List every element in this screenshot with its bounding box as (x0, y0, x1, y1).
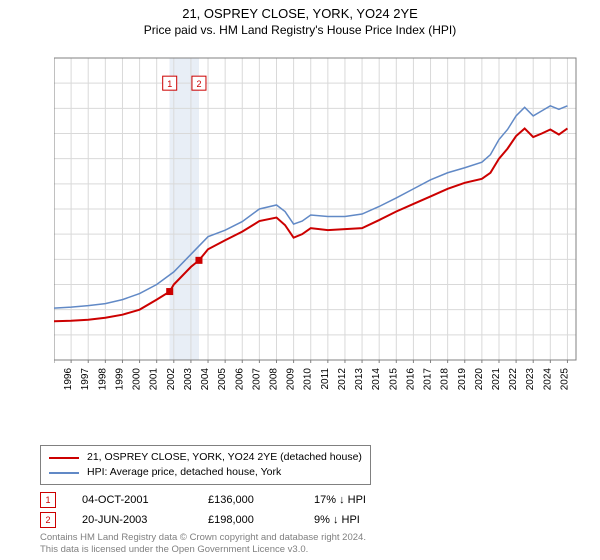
svg-text:2005: 2005 (217, 368, 228, 391)
svg-text:2013: 2013 (354, 368, 365, 391)
svg-text:2015: 2015 (388, 368, 399, 391)
legend-item: HPI: Average price, detached house, York (49, 465, 362, 480)
svg-text:2021: 2021 (491, 368, 502, 391)
svg-text:2010: 2010 (303, 368, 314, 391)
data-point-table: 1 04-OCT-2001 £136,000 17% ↓ HPI 2 20-JUN-200… (40, 490, 366, 530)
svg-text:2000: 2000 (132, 368, 143, 391)
chart-title: 21, OSPREY CLOSE, YORK, YO24 2YE (0, 0, 600, 21)
svg-text:2006: 2006 (234, 368, 245, 391)
svg-text:2011: 2011 (320, 368, 331, 390)
svg-text:2008: 2008 (268, 368, 279, 391)
marker-number-icon: 2 (40, 512, 56, 528)
data-point-delta: 17% ↓ HPI (314, 494, 366, 506)
svg-text:2024: 2024 (542, 368, 553, 391)
data-point-price: £136,000 (208, 494, 288, 506)
svg-text:2007: 2007 (251, 368, 262, 391)
footer-line: This data is licensed under the Open Gov… (40, 544, 366, 556)
line-chart: £0£50K£100K£150K£200K£250K£300K£350K£400… (54, 50, 584, 400)
svg-text:1995: 1995 (54, 368, 57, 391)
svg-text:1999: 1999 (114, 368, 125, 391)
svg-text:1998: 1998 (97, 368, 108, 391)
chart-subtitle: Price paid vs. HM Land Registry's House … (0, 21, 600, 37)
legend-label: 21, OSPREY CLOSE, YORK, YO24 2YE (detach… (87, 450, 362, 465)
svg-text:2009: 2009 (286, 368, 297, 391)
svg-text:2023: 2023 (525, 368, 536, 391)
footer-attribution: Contains HM Land Registry data © Crown c… (40, 532, 366, 556)
svg-text:2017: 2017 (423, 368, 434, 391)
data-point-price: £198,000 (208, 514, 288, 526)
data-point-row: 1 04-OCT-2001 £136,000 17% ↓ HPI (40, 490, 366, 510)
svg-text:2003: 2003 (183, 368, 194, 391)
svg-text:1996: 1996 (63, 368, 74, 391)
data-point-date: 04-OCT-2001 (82, 494, 182, 506)
legend: 21, OSPREY CLOSE, YORK, YO24 2YE (detach… (40, 445, 371, 485)
data-point-date: 20-JUN-2003 (82, 514, 182, 526)
svg-text:2022: 2022 (508, 368, 519, 391)
legend-swatch (49, 472, 79, 474)
svg-text:1: 1 (167, 79, 172, 89)
svg-text:2016: 2016 (405, 368, 416, 391)
svg-text:2018: 2018 (440, 368, 451, 391)
svg-text:2014: 2014 (371, 368, 382, 391)
svg-text:2019: 2019 (457, 368, 468, 391)
data-point-row: 2 20-JUN-2003 £198,000 9% ↓ HPI (40, 510, 366, 530)
svg-text:2020: 2020 (474, 368, 485, 391)
footer-line: Contains HM Land Registry data © Crown c… (40, 532, 366, 544)
marker-number-icon: 1 (40, 492, 56, 508)
legend-item: 21, OSPREY CLOSE, YORK, YO24 2YE (detach… (49, 450, 362, 465)
legend-label: HPI: Average price, detached house, York (87, 465, 281, 480)
svg-text:2012: 2012 (337, 368, 348, 391)
svg-text:1997: 1997 (80, 368, 91, 391)
svg-text:2001: 2001 (149, 368, 160, 391)
legend-swatch (49, 457, 79, 459)
svg-text:2002: 2002 (166, 368, 177, 391)
svg-text:2004: 2004 (200, 368, 211, 391)
svg-text:2025: 2025 (559, 368, 570, 391)
svg-text:2: 2 (196, 79, 201, 89)
data-point-delta: 9% ↓ HPI (314, 514, 360, 526)
chart-container: { "title": "21, OSPREY CLOSE, YORK, YO24… (0, 0, 600, 560)
